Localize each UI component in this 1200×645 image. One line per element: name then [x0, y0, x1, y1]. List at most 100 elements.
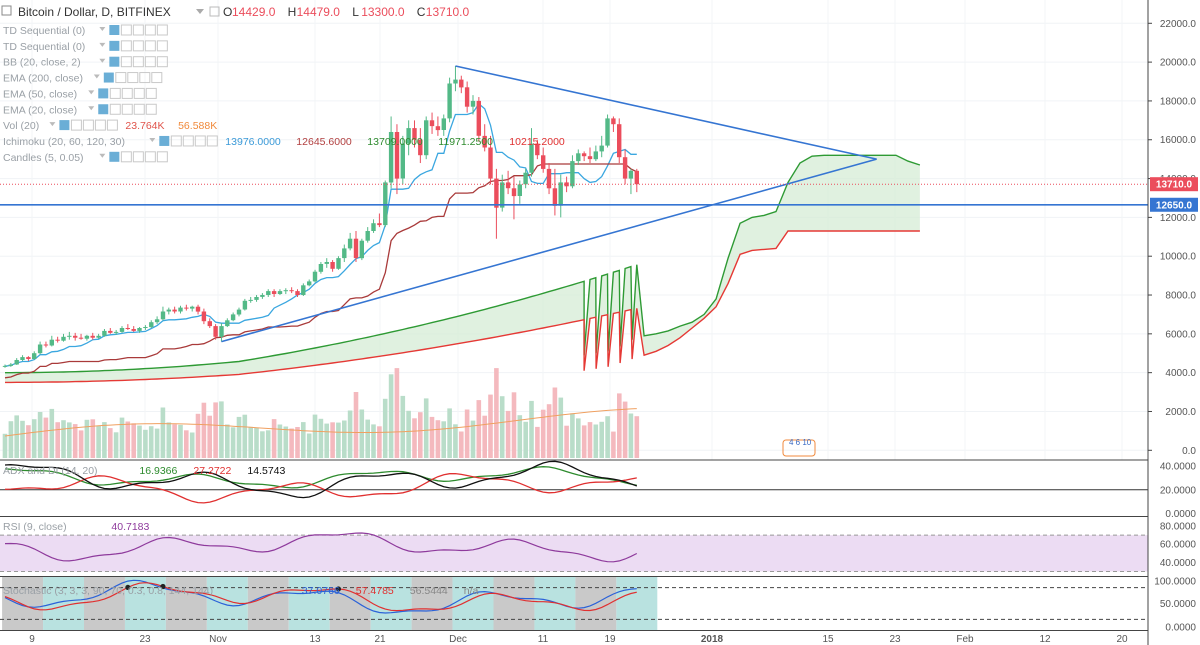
- candle-up: [14, 360, 19, 365]
- candle-up: [324, 262, 329, 264]
- time-axis-label: 23: [889, 634, 901, 645]
- remove-icon: [82, 119, 94, 131]
- add-icon: [144, 40, 156, 52]
- candle-down: [43, 344, 49, 346]
- rsi-tick-label: 40.0000: [1160, 558, 1197, 569]
- candle-up: [236, 309, 242, 315]
- indicator-dropdown-icon: [88, 106, 95, 111]
- candle-up: [628, 170, 634, 179]
- volume-bar-up: [570, 413, 575, 458]
- senkou-span-a: [5, 154, 921, 374]
- candle-up: [8, 364, 13, 366]
- time-axis[interactable]: 9 23 Nov 13 21 Dec 11 19 2018 15 23 Feb 12 20: [29, 634, 1128, 645]
- stoch-zone: [411, 577, 453, 630]
- candle-down: [207, 321, 212, 327]
- remove-icon: [132, 40, 144, 52]
- sub-pane-axes[interactable]: 40.0000 20.0000 0.0000 80.0000 60.0000 40.000…: [3, 461, 1196, 633]
- candle-down: [552, 188, 558, 206]
- price-axis[interactable]: 0.0 2000.0 4000.0 6000.0 8000.0 10000.0 12000.…: [1148, 19, 1196, 457]
- candle-down: [459, 79, 464, 88]
- volume-bar-up: [628, 413, 634, 458]
- ohlc-key: H: [288, 5, 297, 19]
- volume-bar-up: [113, 432, 119, 458]
- volume-bar-down: [201, 402, 207, 458]
- volume-bar-down: [207, 415, 212, 458]
- time-axis-label: 9: [29, 634, 35, 645]
- settings-icon: [109, 103, 121, 115]
- volume-bar-up: [336, 422, 341, 458]
- add-icon: [133, 87, 145, 99]
- adx-pane[interactable]: [0, 460, 1148, 504]
- volume-bar-up: [605, 416, 610, 458]
- tenkan-line: [4, 102, 637, 367]
- stoch-value: n/a: [464, 585, 479, 597]
- price-tags: 13710.0 12650.0: [1150, 177, 1198, 212]
- candle-up: [500, 182, 505, 208]
- candle-down: [412, 128, 417, 140]
- volume-bar-up: [371, 424, 376, 458]
- stoch-zone: [84, 577, 125, 630]
- volume-bar-down: [90, 419, 96, 458]
- candle-up: [254, 297, 259, 300]
- adx-label: ADX and DI (14, 20): [3, 465, 98, 477]
- indicator-dropdown-icon: [93, 74, 100, 79]
- candle-up: [84, 335, 90, 339]
- adx-tick-label: 0.0000: [1165, 509, 1196, 520]
- remove-icon: [132, 151, 144, 163]
- volume-bar-down: [581, 425, 587, 458]
- candle-down: [476, 100, 481, 136]
- chart-header: Bitcoin / Dollar, D, BITFINEX O 14429.0 H 14…: [1, 5, 470, 19]
- candle-up: [61, 336, 66, 341]
- candle-up: [424, 120, 429, 156]
- volume-bar-up: [312, 414, 318, 458]
- candle-up: [599, 145, 604, 152]
- remove-icon: [121, 103, 133, 115]
- indicator-dropdown-icon: [149, 137, 156, 142]
- volume-bar-down: [271, 419, 277, 458]
- more-icon: [156, 56, 168, 68]
- indicator-dropdown-icon: [99, 58, 106, 63]
- volume-bar-down: [435, 420, 441, 458]
- candle-up: [266, 291, 271, 295]
- volume-bar-down: [195, 413, 201, 458]
- indicator-dropdown-icon: [49, 122, 56, 127]
- time-axis-label: 21: [374, 634, 386, 645]
- time-axis-label: 19: [604, 634, 616, 645]
- candle-down: [464, 87, 470, 107]
- candle-up: [447, 83, 452, 119]
- stoch-signal-dot: [335, 586, 342, 592]
- time-axis-label: 20: [1116, 634, 1128, 645]
- volume-bar-down: [476, 400, 482, 458]
- candle-up: [347, 238, 353, 249]
- stoch-zone: [165, 577, 207, 630]
- volume-bar-up: [154, 428, 160, 458]
- price-tick-label: 12000.0: [1160, 213, 1197, 224]
- time-axis-label: 12: [1039, 634, 1051, 645]
- stoch-value: 37.0766: [302, 585, 340, 597]
- stoch-k-line: [4, 579, 637, 614]
- ohlc-value: 14429.0: [232, 5, 276, 19]
- eye-icon: [109, 56, 120, 67]
- volume-bar-up: [318, 418, 324, 459]
- candle-up: [400, 143, 405, 179]
- candle-up: [143, 327, 148, 328]
- cloud-area: [5, 155, 920, 383]
- indicator-dropdown-icon: [99, 27, 106, 31]
- candle-down: [622, 157, 628, 179]
- triangle-trendline: [455, 65, 877, 160]
- price-pane[interactable]: [0, 0, 1148, 630]
- volume-note-box: [782, 439, 816, 457]
- volume-bar-up: [423, 398, 429, 458]
- candles: [2, 65, 639, 368]
- candle-down: [617, 124, 622, 158]
- volume-bar-down: [172, 424, 177, 458]
- title-dropdown-icon: [196, 9, 204, 14]
- candle-up: [470, 100, 476, 107]
- rsi-pane[interactable]: [0, 532, 1148, 572]
- volume-note-text: 4 6 10: [789, 438, 812, 447]
- rsi-tick-label: 80.0000: [1160, 522, 1197, 533]
- volume-bar-up: [236, 416, 242, 458]
- candle-up: [190, 306, 195, 309]
- stochastic-pane[interactable]: [0, 577, 1148, 630]
